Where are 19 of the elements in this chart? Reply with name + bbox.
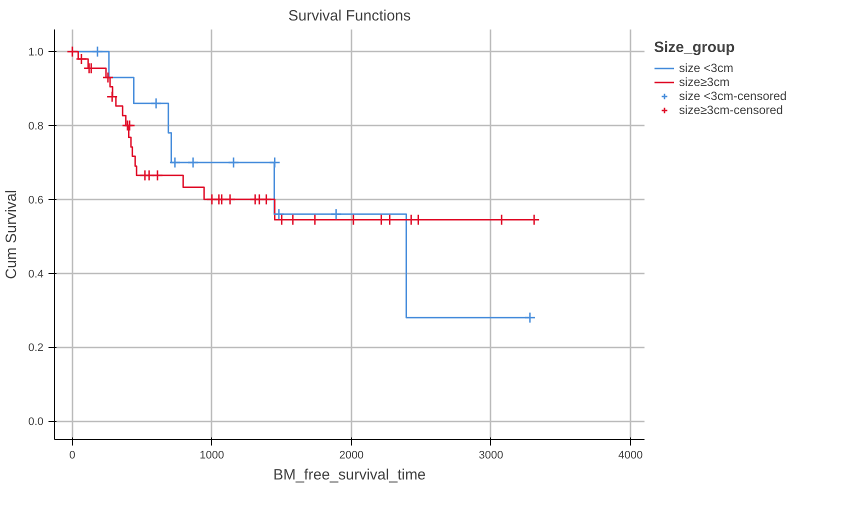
x-tick-label: 3000 [478,450,504,462]
y-tick-label: 0.8 [28,120,44,133]
y-tick-label: 0.2 [28,342,44,354]
y-axis-title: Cum Survival [3,190,20,280]
legend-title: Size_group [654,39,736,56]
legend-label: size≥3cm [679,75,730,89]
legend-label: size≥3cm-censored [679,103,783,117]
x-tick-label: 4000 [618,450,643,462]
y-tick-label: 0.6 [28,194,44,206]
legend-label: size <3cm [679,61,734,75]
x-tick-label: 2000 [339,450,364,462]
y-tick-label: 0.4 [28,268,44,280]
y-tick-label: 0.0 [28,416,44,428]
legend-label: size <3cm-censored [679,89,787,103]
chart-title: Survival Functions [288,8,411,24]
x-axis-title: BM_free_survival_time [273,466,426,484]
x-tick-label: 1000 [200,450,224,462]
x-tick-label: 0 [69,450,76,462]
y-tick-label: 1.0 [28,46,44,59]
